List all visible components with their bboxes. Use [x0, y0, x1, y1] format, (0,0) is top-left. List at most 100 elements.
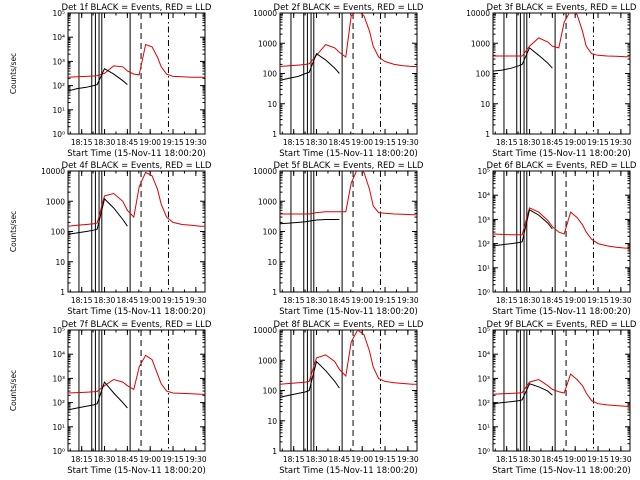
series-lld-line [280, 330, 417, 385]
x-tick-label: 18:30 [94, 296, 116, 305]
y-tick-label: 1 [60, 288, 65, 297]
series-events-line [493, 209, 553, 247]
x-tick-label: 19:00 [351, 455, 373, 464]
x-tick-label: 19:30 [397, 138, 419, 147]
series-events-line [68, 67, 128, 92]
y-tick-label: 1 [272, 447, 277, 456]
x-tick-label: 19:00 [139, 296, 161, 305]
x-tick-label: 18:30 [306, 138, 328, 147]
series-events-line [280, 52, 340, 81]
x-axis-label: Start Time (15-Nov-11 18:00:20) [492, 466, 631, 476]
x-tick-label: 18:30 [94, 138, 116, 147]
y-tick-label: 10⁰ [477, 447, 490, 456]
x-axis-label: Start Time (15-Nov-11 18:00:20) [492, 149, 631, 159]
x-tick-label: 19:15 [374, 296, 396, 305]
x-tick-label: 18:45 [329, 138, 351, 147]
y-tick-label: 10¹ [52, 423, 65, 432]
y-tick-label: 10⁴ [52, 350, 65, 359]
series-lld-line [68, 354, 205, 395]
x-tick-label: 18:30 [306, 296, 328, 305]
panel-title: Det 5f BLACK = Events, RED = LLD [274, 161, 424, 171]
y-tick-label: 1 [485, 130, 490, 139]
plot-frame [492, 12, 631, 135]
y-tick-label: 10³ [52, 57, 65, 66]
y-tick-label: 10 [480, 100, 490, 109]
y-tick-label: 10000 [41, 167, 65, 176]
y-tick-label: 100 [263, 387, 278, 396]
plot-frame [279, 170, 418, 293]
x-axis-label: Start Time (15-Nov-11 18:00:20) [67, 466, 206, 476]
x-tick-label: 18:30 [519, 138, 541, 147]
x-axis-label: Start Time (15-Nov-11 18:00:20) [67, 307, 206, 317]
panel-det-8: Det 8f BLACK = Events, RED = LLD Start Ti… [253, 320, 424, 476]
series-events-line [68, 197, 128, 235]
x-tick-label: 18:15 [496, 455, 518, 464]
x-tick-label: 18:15 [71, 455, 93, 464]
y-tick-label: 100 [476, 70, 491, 79]
panel-title: Det 3f BLACK = Events, RED = LLD [487, 3, 637, 13]
x-tick-label: 18:45 [117, 296, 139, 305]
y-axis-label: Counts/sec [9, 211, 18, 252]
plot-frame [492, 329, 631, 452]
y-tick-label: 10 [267, 100, 277, 109]
y-tick-label: 10 [267, 258, 277, 267]
series-lld-line [68, 171, 205, 227]
x-tick-label: 19:00 [351, 296, 373, 305]
series-events-line [68, 381, 128, 411]
panel-title: Det 1f BLACK = Events, RED = LLD [62, 3, 212, 13]
x-tick-label: 18:15 [496, 138, 518, 147]
panel-title: Det 2f BLACK = Events, RED = LLD [274, 3, 424, 13]
panel-det-4: Det 4f BLACK = Events, RED = LLD Start Ti… [9, 161, 212, 317]
y-tick-label: 1000 [471, 39, 490, 48]
x-tick-label: 19:15 [162, 455, 184, 464]
x-tick-label: 19:00 [564, 296, 586, 305]
y-tick-label: 10⁵ [52, 326, 65, 335]
x-tick-label: 19:15 [587, 296, 609, 305]
x-tick-label: 18:30 [519, 296, 541, 305]
y-tick-label: 10³ [477, 215, 490, 224]
panel-title: Det 7f BLACK = Events, RED = LLD [62, 320, 212, 330]
x-tick-label: 19:30 [397, 455, 419, 464]
x-tick-label: 18:45 [117, 138, 139, 147]
series-lld-line [280, 13, 417, 67]
panel-title: Det 8f BLACK = Events, RED = LLD [274, 320, 424, 330]
x-tick-label: 19:15 [374, 138, 396, 147]
x-tick-label: 18:45 [329, 296, 351, 305]
y-tick-label: 1 [272, 130, 277, 139]
series-events-line [280, 360, 340, 398]
y-tick-label: 10000 [466, 9, 490, 18]
x-tick-label: 18:45 [542, 138, 564, 147]
panel-det-6: Det 6f BLACK = Events, RED = LLD Start Ti… [477, 161, 636, 317]
x-tick-label: 19:00 [139, 455, 161, 464]
x-tick-label: 19:30 [185, 296, 207, 305]
series-events-line [493, 47, 553, 72]
x-tick-label: 19:30 [185, 138, 207, 147]
plot-frame [492, 170, 631, 293]
x-tick-label: 19:15 [587, 138, 609, 147]
plot-frame [67, 329, 206, 452]
x-tick-label: 19:15 [162, 296, 184, 305]
y-tick-label: 10⁵ [477, 167, 490, 176]
y-tick-label: 10² [52, 399, 65, 408]
y-tick-label: 1000 [258, 356, 277, 365]
x-tick-label: 19:30 [610, 455, 632, 464]
x-tick-label: 19:30 [610, 296, 632, 305]
x-tick-label: 19:00 [139, 138, 161, 147]
x-tick-label: 18:45 [329, 455, 351, 464]
x-tick-label: 18:15 [71, 138, 93, 147]
x-tick-label: 19:00 [351, 138, 373, 147]
x-tick-label: 19:00 [564, 455, 586, 464]
x-tick-label: 18:30 [519, 455, 541, 464]
x-tick-label: 18:15 [283, 296, 305, 305]
y-tick-label: 1000 [258, 197, 277, 206]
y-tick-label: 10¹ [52, 106, 65, 115]
x-tick-label: 19:15 [162, 138, 184, 147]
y-tick-label: 10000 [253, 326, 277, 335]
series-lld-line [493, 207, 630, 249]
panel-det-1: Det 1f BLACK = Events, RED = LLD Start Ti… [9, 3, 212, 159]
y-tick-label: 10² [477, 240, 490, 249]
series-lld-line [493, 13, 630, 58]
x-tick-label: 19:15 [587, 455, 609, 464]
x-axis-label: Start Time (15-Nov-11 18:00:20) [279, 307, 418, 317]
series-events-line [280, 219, 340, 225]
